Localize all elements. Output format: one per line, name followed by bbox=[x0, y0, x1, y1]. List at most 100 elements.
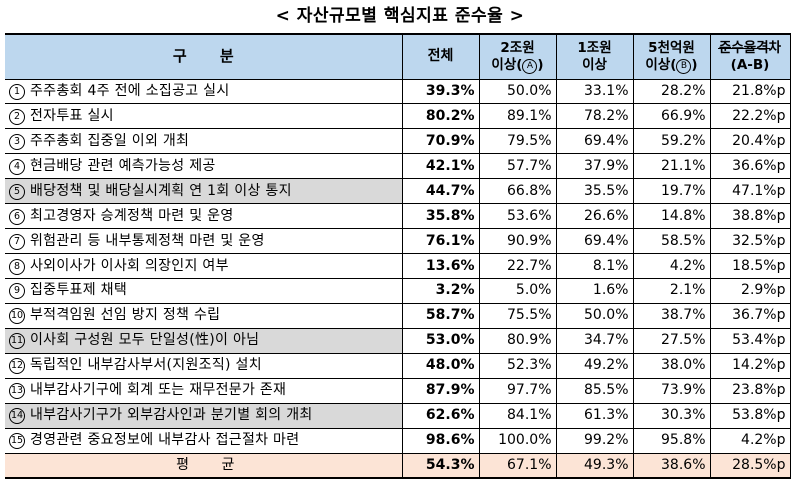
header-1tril-top: 1조원 bbox=[577, 39, 612, 56]
row-500bil: 2.1% bbox=[632, 278, 711, 304]
row-label: 주주총회 집중일 이외 개최 bbox=[30, 132, 190, 149]
row-label: 집중투표제 채택 bbox=[30, 282, 128, 299]
row-gap: 38.8%p bbox=[709, 203, 791, 230]
row-total: 58.7% bbox=[401, 302, 480, 329]
header-1tril-bottom: 이상 bbox=[582, 56, 607, 73]
row-category: 6 최고경영자 승계정책 마련 및 운영 bbox=[5, 203, 403, 230]
row-category: 14 내부감사기구가 외부감사인과 분기별 회의 개최 bbox=[5, 402, 403, 429]
table-title: < 자산규모별 핵심지표 준수율 > bbox=[275, 6, 525, 26]
row-category: 13 내부감사기구에 회계 또는 재무전문가 존재 bbox=[5, 377, 403, 404]
row-2tril: 22.7% bbox=[478, 253, 557, 279]
table-row: 6 최고경영자 승계정책 마련 및 운영 35.8% 53.6% 26.6% 14.8% 3… bbox=[5, 203, 791, 230]
table-row: 12 독립적인 내부감사부서(지원조직) 설치 48.0% 52.3% 49.2% 38.… bbox=[5, 352, 791, 379]
row-category: 2 전자투표 실시 bbox=[5, 103, 403, 130]
circled-number-icon: 12 bbox=[9, 358, 25, 375]
average-gap: 28.5%p bbox=[709, 452, 791, 479]
table-row: 3 주주총회 집중일 이외 개최 70.9% 79.5% 69.4% 59.2% 20.4%… bbox=[5, 128, 791, 155]
table-row: 13 내부감사기구에 회계 또는 재무전문가 존재 87.9% 97.7% 85.5% 7… bbox=[5, 377, 791, 404]
row-1tril: 26.6% bbox=[555, 203, 634, 230]
row-gap: 4.2%p bbox=[709, 427, 791, 454]
row-500bil: 73.9% bbox=[632, 377, 711, 404]
row-1tril: 35.5% bbox=[555, 178, 634, 205]
table-body: 1 주주총회 4주 전에 소집공고 실시 39.3% 50.0% 33.1% 28.2% 2… bbox=[5, 78, 791, 479]
row-500bil: 30.3% bbox=[632, 402, 711, 429]
row-gap: 36.7%p bbox=[709, 302, 791, 329]
row-2tril: 79.5% bbox=[478, 128, 557, 155]
circled-number-icon: 13 bbox=[9, 383, 25, 400]
row-2tril: 53.6% bbox=[478, 203, 557, 230]
row-label: 사외이사가 이사회 의장인지 여부 bbox=[30, 257, 229, 274]
row-category: 12 독립적인 내부감사부서(지원조직) 설치 bbox=[5, 352, 403, 379]
table-row: 4 현금배당 관련 예측가능성 제공 42.1% 57.7% 37.9% 21.1% 36.… bbox=[5, 153, 791, 180]
row-gap: 23.8%p bbox=[709, 377, 791, 404]
row-total: 53.0% bbox=[401, 327, 480, 354]
row-total: 42.1% bbox=[401, 153, 480, 180]
header-500bil-bottom: 이상(B) bbox=[645, 56, 698, 74]
row-2tril: 50.0% bbox=[478, 78, 557, 105]
row-category: 7 위험관리 등 내부통제정책 마련 및 운영 bbox=[5, 228, 403, 255]
header-2tril-top: 2조원 bbox=[500, 39, 535, 56]
row-1tril: 99.2% bbox=[555, 427, 634, 454]
circled-number-icon: 14 bbox=[9, 408, 25, 425]
row-500bil: 21.1% bbox=[632, 153, 711, 180]
row-1tril: 33.1% bbox=[555, 78, 634, 105]
row-2tril: 89.1% bbox=[478, 103, 557, 130]
row-1tril: 78.2% bbox=[555, 103, 634, 130]
row-category: 15 경영관련 중요정보에 내부감사 접근절차 마련 bbox=[5, 427, 403, 454]
row-total: 87.9% bbox=[401, 377, 480, 404]
row-category: 11 이사회 구성원 모두 단일성(性)이 아님 bbox=[5, 327, 403, 354]
circled-number-icon: 1 bbox=[9, 83, 25, 100]
row-gap: 32.5%p bbox=[709, 228, 791, 255]
header-1tril: 1조원 이상 bbox=[555, 33, 634, 80]
row-category: 9 집중투표제 채택 bbox=[5, 278, 403, 304]
row-1tril: 69.4% bbox=[555, 228, 634, 255]
row-label: 최고경영자 승계정책 마련 및 운영 bbox=[30, 207, 234, 224]
row-category: 10 부적격임원 선임 방지 정책 수립 bbox=[5, 302, 403, 329]
row-2tril: 75.5% bbox=[478, 302, 557, 329]
mark-a-icon: A bbox=[522, 58, 538, 74]
row-label: 내부감사기구에 회계 또는 재무전문가 존재 bbox=[30, 382, 287, 399]
row-1tril: 1.6% bbox=[555, 278, 634, 304]
row-500bil: 66.9% bbox=[632, 103, 711, 130]
row-gap: 22.2%p bbox=[709, 103, 791, 130]
row-2tril: 66.8% bbox=[478, 178, 557, 205]
row-category: 3 주주총회 집중일 이외 개최 bbox=[5, 128, 403, 155]
row-label: 배당정책 및 배당실시계획 연 1회 이상 통지 bbox=[30, 182, 292, 199]
row-label: 전자투표 실시 bbox=[30, 107, 114, 124]
row-total: 35.8% bbox=[401, 203, 480, 230]
row-500bil: 28.2% bbox=[632, 78, 711, 105]
row-gap: 53.4%p bbox=[709, 327, 791, 354]
mark-b-icon: B bbox=[676, 58, 692, 74]
row-500bil: 59.2% bbox=[632, 128, 711, 155]
header-500bil-top: 5천억원 bbox=[648, 39, 695, 56]
row-1tril: 50.0% bbox=[555, 302, 634, 329]
header-500bil: 5천억원 이상(B) bbox=[632, 33, 711, 80]
row-500bil: 27.5% bbox=[632, 327, 711, 354]
row-500bil: 38.0% bbox=[632, 352, 711, 379]
table-row: 10 부적격임원 선임 방지 정책 수립 58.7% 75.5% 50.0% 38.7% 3… bbox=[5, 302, 791, 329]
table-row: 1 주주총회 4주 전에 소집공고 실시 39.3% 50.0% 33.1% 28.2% 2… bbox=[5, 78, 791, 105]
row-2tril: 100.0% bbox=[478, 427, 557, 454]
row-2tril: 90.9% bbox=[478, 228, 557, 255]
table-row: 14 내부감사기구가 외부감사인과 분기별 회의 개최 62.6% 84.1% 61.3… bbox=[5, 402, 791, 429]
header-gap-top: 준수율격차 bbox=[717, 39, 782, 56]
row-2tril: 97.7% bbox=[478, 377, 557, 404]
row-label: 경영관련 중요정보에 내부감사 접근절차 마련 bbox=[30, 432, 300, 449]
table-row: 2 전자투표 실시 80.2% 89.1% 78.2% 66.9% 22.2%p bbox=[5, 103, 791, 130]
circled-number-icon: 15 bbox=[9, 433, 25, 450]
average-1tril: 49.3% bbox=[555, 452, 634, 479]
row-1tril: 49.2% bbox=[555, 352, 634, 379]
row-gap: 21.8%p bbox=[709, 78, 791, 105]
table-row: 7 위험관리 등 내부통제정책 마련 및 운영 76.1% 90.9% 69.4% 58.… bbox=[5, 228, 791, 255]
row-2tril: 80.9% bbox=[478, 327, 557, 354]
row-total: 98.6% bbox=[401, 427, 480, 454]
row-category: 8 사외이사가 이사회 의장인지 여부 bbox=[5, 253, 403, 279]
circled-number-icon: 5 bbox=[9, 183, 25, 200]
row-gap: 2.9%p bbox=[709, 278, 791, 304]
average-row: 평 균 54.3% 67.1% 49.3% 38.6% 28.5%p bbox=[5, 452, 791, 479]
row-500bil: 4.2% bbox=[632, 253, 711, 279]
row-label: 위험관리 등 내부통제정책 마련 및 운영 bbox=[30, 232, 265, 249]
row-2tril: 57.7% bbox=[478, 153, 557, 180]
circled-number-icon: 10 bbox=[9, 308, 25, 325]
row-gap: 36.6%p bbox=[709, 153, 791, 180]
